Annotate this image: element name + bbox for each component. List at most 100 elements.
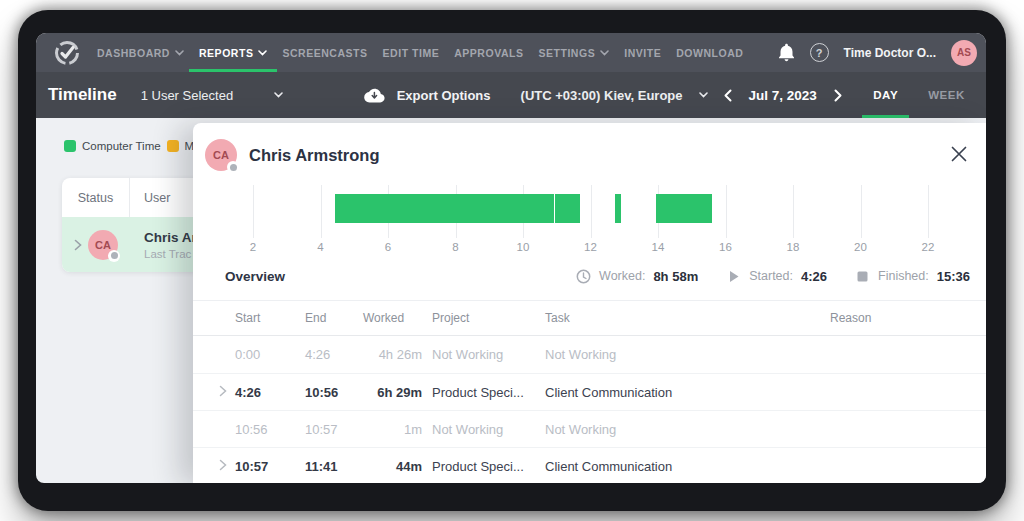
cell-task: Client Communication — [545, 385, 830, 400]
nav-item-dashboard[interactable]: DASHBOARD — [97, 33, 184, 72]
chart-tick-label: 2 — [233, 241, 273, 253]
offline-status-dot — [108, 250, 120, 262]
chevron-right-icon[interactable] — [834, 89, 842, 102]
cell-start: 10:57 — [235, 459, 305, 474]
status-column-header: Status — [62, 178, 130, 217]
column-header-project: Project — [432, 311, 545, 325]
cell-end: 10:56 — [305, 385, 363, 400]
chart-gridline — [591, 185, 592, 238]
legend-swatch — [64, 140, 76, 152]
session-row: 0:004:264h 26mNot WorkingNot Working — [193, 336, 986, 373]
company-name[interactable]: Time Doctor O... — [844, 46, 936, 60]
nav-item-invite[interactable]: INVITE — [624, 33, 661, 72]
metric-label: Finished: — [878, 269, 929, 283]
chart-gridline — [793, 185, 794, 238]
nav-item-approvals[interactable]: APPROVALS — [454, 33, 523, 72]
expand-chevron-icon[interactable] — [219, 385, 227, 397]
session-row[interactable]: 10:5711:4144mProduct Speci...Client Comm… — [193, 447, 986, 483]
cell-worked: 44m — [363, 459, 432, 474]
notifications-bell-icon[interactable] — [778, 43, 795, 62]
timezone-dropdown[interactable]: (UTC +03:00) Kiev, Europe — [521, 88, 708, 103]
chart-tick-label: 10 — [503, 241, 543, 253]
view-tabs: DAYWEEK — [858, 72, 980, 118]
chart-tick-label: 20 — [841, 241, 881, 253]
worked-time-bar[interactable] — [656, 194, 712, 223]
chart-gridline — [928, 185, 929, 238]
tab-week[interactable]: WEEK — [913, 72, 980, 118]
cell-project: Product Speci... — [432, 459, 545, 474]
legend-swatch — [167, 140, 179, 152]
cell-worked: 6h 29m — [363, 385, 432, 400]
chevron-down-icon — [274, 92, 283, 98]
nav-item-edit-time[interactable]: EDIT TIME — [383, 33, 440, 72]
cell-start: 10:56 — [235, 422, 305, 437]
user-row-avatar: CA — [88, 230, 118, 260]
modal-avatar: CA — [205, 139, 237, 171]
nav-item-label: EDIT TIME — [383, 47, 440, 59]
cell-worked: 1m — [363, 422, 432, 437]
metric-started: Started: 4:26 — [726, 269, 827, 284]
chart-tick-label: 12 — [571, 241, 611, 253]
user-avatar[interactable]: AS — [951, 40, 977, 66]
chart-gridline — [253, 185, 254, 238]
chevron-down-icon — [600, 50, 609, 56]
column-header-reason: Reason — [830, 311, 986, 325]
user-filter-dropdown[interactable]: 1 User Selected — [141, 88, 283, 103]
overview-row: Overview Worked: 8h 58mStarted: 4:26Fini… — [225, 265, 970, 287]
column-header-task: Task — [545, 311, 830, 325]
chart-tick-label: 14 — [638, 241, 678, 253]
nav-item-screencasts[interactable]: SCREENCASTS — [282, 33, 367, 72]
nav-item-settings[interactable]: SETTINGS — [538, 33, 609, 72]
chart-tick-label: 18 — [773, 241, 813, 253]
content-area: Computer TimeMa Status User CA Chris Ar … — [36, 118, 986, 483]
chevron-left-icon[interactable] — [724, 89, 732, 102]
cell-task: Not Working — [545, 422, 830, 437]
nav-item-label: APPROVALS — [454, 47, 523, 59]
chevron-down-icon — [699, 92, 708, 98]
chart-tick-label: 4 — [301, 241, 341, 253]
cell-project: Not Working — [432, 347, 545, 362]
cell-worked: 4h 26m — [363, 347, 432, 362]
timeline-toolbar: Timeline 1 User Selected Export Options … — [36, 72, 986, 118]
export-options-button[interactable]: Export Options — [363, 88, 491, 103]
worked-time-bar[interactable] — [335, 194, 554, 223]
nav-item-reports[interactable]: REPORTS — [199, 33, 267, 72]
chart-gridline — [726, 185, 727, 238]
close-icon[interactable] — [950, 145, 968, 163]
chevron-down-icon — [175, 50, 184, 56]
cell-task: Client Communication — [545, 459, 830, 474]
cell-project: Product Speci... — [432, 385, 545, 400]
legend-item: Computer Time — [64, 140, 161, 152]
nav-item-label: DASHBOARD — [97, 47, 170, 59]
cell-task: Not Working — [545, 347, 830, 362]
nav-item-download[interactable]: DOWNLOAD — [676, 33, 743, 72]
worked-time-bar[interactable] — [555, 194, 580, 223]
chart-tick-label: 16 — [706, 241, 746, 253]
offline-status-dot — [227, 161, 239, 173]
expand-chevron-icon[interactable] — [219, 459, 227, 471]
top-nav: DASHBOARD REPORTS SCREENCASTS EDIT TIME APPR… — [36, 33, 986, 72]
tab-day[interactable]: DAY — [858, 72, 913, 118]
column-header-end: End — [305, 311, 363, 325]
session-row[interactable]: 4:2610:566h 29mProduct Speci...Client Co… — [193, 373, 986, 410]
help-icon[interactable]: ? — [810, 43, 829, 62]
cell-start: 4:26 — [235, 385, 305, 400]
chart-gridline — [861, 185, 862, 238]
column-header-start: Start — [235, 311, 305, 325]
metric-worked: Worked: 8h 58m — [576, 269, 698, 284]
legend-label: Computer Time — [82, 140, 161, 152]
expand-chevron-icon[interactable] — [74, 239, 82, 251]
legend: Computer TimeMa — [64, 140, 201, 152]
session-row: 10:5610:571mNot WorkingNot Working — [193, 410, 986, 447]
nav-item-label: INVITE — [624, 47, 661, 59]
chart-tick-label: 6 — [368, 241, 408, 253]
worked-time-bar[interactable] — [615, 194, 621, 223]
timedoctor-logo-icon — [54, 40, 80, 66]
metric-label: Worked: — [599, 269, 645, 283]
metric-label: Started: — [749, 269, 793, 283]
nav-item-label: SCREENCASTS — [282, 47, 367, 59]
window-frame: DASHBOARD REPORTS SCREENCASTS EDIT TIME APPR… — [18, 10, 1006, 511]
cell-end: 4:26 — [305, 347, 363, 362]
modal-header: CA Chris Armstrong — [205, 139, 380, 171]
current-date: Jul 7, 2023 — [749, 88, 817, 103]
